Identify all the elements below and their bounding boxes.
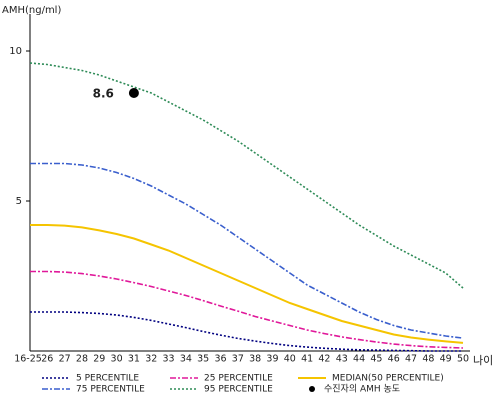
x-tick-label: 40 (284, 354, 296, 365)
series-line (29, 62, 464, 289)
x-tick-label: 38 (249, 354, 261, 365)
x-tick-label: 43 (336, 354, 348, 365)
legend-label: 25 PERCENTILE (204, 374, 273, 384)
x-tick-label: 30 (111, 354, 123, 365)
legend-label: 수진자의 AMH 농도 (324, 384, 400, 395)
x-tick-label: 34 (180, 354, 192, 365)
legend-label: 95 PERCENTILE (204, 385, 273, 395)
series-line (30, 224, 464, 344)
x-tick-label: 46 (388, 354, 400, 365)
x-tick-label: 50 (457, 354, 469, 365)
x-tick-label: 35 (197, 354, 209, 365)
x-tick-label: 39 (266, 354, 278, 365)
x-tick-label: 44 (353, 354, 365, 365)
x-tick-label: 33 (163, 354, 175, 365)
legend-label: 5 PERCENTILE (76, 374, 139, 384)
patient-marker (128, 88, 139, 98)
legend-label: 75 PERCENTILE (76, 385, 145, 395)
x-tick-label: 47 (405, 354, 417, 365)
series-line (30, 311, 463, 352)
x-tick-label: 36 (214, 354, 226, 365)
x-tick-label: 45 (370, 354, 382, 365)
x-axis-title: 나이 (473, 354, 493, 367)
marker-label: 8.6 (93, 87, 114, 101)
series-line (30, 162, 464, 339)
x-tick-label: 42 (318, 354, 330, 365)
x-tick-label: 16-25 (14, 354, 42, 365)
x-tick-label: 37 (232, 354, 244, 365)
x-tick-label: 27 (59, 354, 71, 365)
x-tick-label: 48 (422, 354, 434, 365)
y-tick-label: 10 (9, 46, 22, 57)
x-tick-label: 26 (41, 354, 53, 365)
x-tick-label: 31 (128, 354, 140, 365)
x-tick-label: 28 (76, 354, 88, 365)
x-tick-label: 49 (440, 354, 452, 365)
y-axis-title: AMH(ng/ml) (2, 5, 61, 16)
legend-marker (309, 386, 315, 392)
x-tick-label: 32 (145, 354, 157, 365)
legend-label: MEDIAN(50 PERCENTILE) (332, 374, 444, 384)
y-tick-label: 5 (16, 196, 22, 207)
series-line (30, 270, 464, 349)
x-tick-label: 29 (93, 354, 105, 365)
x-tick-label: 41 (301, 354, 313, 365)
